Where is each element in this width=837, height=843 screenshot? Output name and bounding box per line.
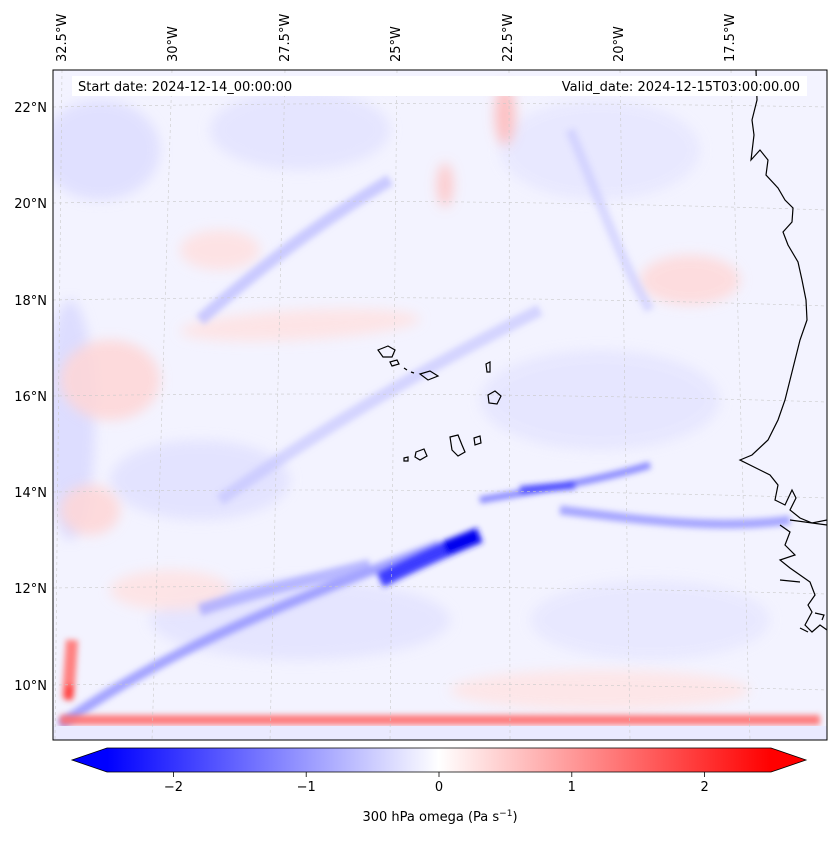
map-gridlines xyxy=(53,70,827,740)
lat-label: 18°N xyxy=(14,294,47,309)
latitude-labels: 22°N 20°N 18°N 16°N 14°N 12°N 10°N xyxy=(14,101,47,694)
colorbar-extend-min xyxy=(72,748,107,772)
omega-field xyxy=(53,70,827,740)
longitude-labels: 32.5°W 30°W 27.5°W 25°W 22.5°W 20°W 17.5… xyxy=(55,14,738,62)
colorbar-tick-label: 2 xyxy=(700,780,708,795)
cape-verde-islands xyxy=(377,345,502,462)
start-date-label: Start date: 2024-12-14_00:00:00 xyxy=(78,80,292,95)
colorbar-extend-max xyxy=(771,748,806,772)
lat-label: 14°N xyxy=(14,486,47,501)
lat-label: 20°N xyxy=(14,197,47,212)
valid-date-label: Valid_date: 2024-12-15T03:00:00.00 xyxy=(562,80,800,95)
lon-label: 17.5°W xyxy=(723,14,738,62)
lon-label: 32.5°W xyxy=(55,14,70,62)
lat-label: 22°N xyxy=(14,101,47,116)
lat-label: 16°N xyxy=(14,390,47,405)
colorbar-gradient xyxy=(107,748,771,772)
colorbar-ticks: −2 −1 0 1 2 xyxy=(164,772,709,795)
colorbar: −2 −1 0 1 2 300 hPa omega (Pa s−1) xyxy=(70,747,808,825)
colorbar-tick-label: −1 xyxy=(297,780,316,795)
colorbar-outline xyxy=(70,747,808,773)
colorbar-label: 300 hPa omega (Pa s−1) xyxy=(362,809,517,825)
lat-label: 10°N xyxy=(14,679,47,694)
colorbar-tick-label: −2 xyxy=(164,780,183,795)
map-frame xyxy=(52,69,828,741)
lon-label: 30°W xyxy=(166,26,181,62)
lon-label: 25°W xyxy=(389,26,404,62)
coastline xyxy=(738,70,827,633)
lat-label: 12°N xyxy=(14,582,47,597)
lon-label: 22.5°W xyxy=(501,14,516,62)
lon-label: 27.5°W xyxy=(278,14,293,62)
date-label-bg xyxy=(72,76,807,96)
colorbar-tick-label: 0 xyxy=(435,780,443,795)
lon-label: 20°W xyxy=(612,26,627,62)
colorbar-tick-label: 1 xyxy=(568,780,576,795)
